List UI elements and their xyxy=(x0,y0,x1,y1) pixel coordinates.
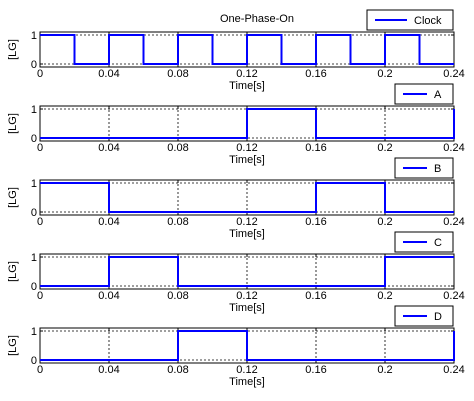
x-tick-label: 0.16 xyxy=(305,216,326,228)
x-axis-label: Time[s] xyxy=(229,376,265,388)
x-tick-label: 0.16 xyxy=(305,364,326,376)
y-tick-label: 0 xyxy=(31,59,37,71)
x-tick-label: 0.04 xyxy=(98,290,119,302)
y-tick-label: 1 xyxy=(31,252,37,264)
legend: A xyxy=(394,83,454,105)
x-tick-label: 0.08 xyxy=(167,216,188,228)
y-tick-label: 0 xyxy=(31,133,37,145)
x-tick-label: 0 xyxy=(37,364,43,376)
subplot-4: 0 0.04 0.08 0.12 0.16 0.2 0.24 0 1 Time[s] [LG] C xyxy=(7,231,465,314)
x-tick-label: 0.12 xyxy=(236,68,257,80)
legend: C xyxy=(394,231,454,253)
series-line-c xyxy=(40,256,454,287)
x-tick-label: 0.12 xyxy=(236,142,257,154)
legend-label: C xyxy=(434,237,442,249)
x-tick-label: 0.16 xyxy=(305,290,326,302)
x-tick-label: 0.08 xyxy=(167,68,188,80)
x-tick-label: 0.24 xyxy=(443,364,464,376)
x-tick-label: 0.04 xyxy=(98,142,119,154)
y-tick-label: 1 xyxy=(31,104,37,116)
y-tick-label: 0 xyxy=(31,207,37,219)
x-tick-label: 0.2 xyxy=(377,142,392,154)
x-tick-label: 0.12 xyxy=(236,364,257,376)
x-tick-label: 0.24 xyxy=(443,68,464,80)
y-tick-label: 1 xyxy=(31,178,37,190)
legend-label: Clock xyxy=(414,15,442,27)
y-tick-label: 0 xyxy=(31,355,37,367)
x-tick-label: 0 xyxy=(37,68,43,80)
x-tick-label: 0.12 xyxy=(236,290,257,302)
x-axis-label: Time[s] xyxy=(229,80,265,92)
x-tick-label: 0.08 xyxy=(167,364,188,376)
x-tick-label: 0.16 xyxy=(305,142,326,154)
series-line-b xyxy=(40,182,454,213)
y-axis-label: [LG] xyxy=(7,39,19,60)
legend-box xyxy=(366,9,454,31)
legend-label: A xyxy=(434,89,442,101)
series-line-d xyxy=(40,330,455,361)
legend: Clock xyxy=(366,9,454,31)
figure-title: One-Phase-On xyxy=(220,13,294,25)
x-axis-label: Time[s] xyxy=(229,154,265,166)
legend-label: D xyxy=(434,311,442,323)
x-axis-label: Time[s] xyxy=(229,302,265,314)
x-tick-label: 0.12 xyxy=(236,216,257,228)
x-tick-label: 0.08 xyxy=(167,290,188,302)
x-tick-label: 0.04 xyxy=(98,68,119,80)
x-tick-label: 0.04 xyxy=(98,216,119,228)
series-line-a xyxy=(40,108,455,139)
x-tick-label: 0 xyxy=(37,290,43,302)
series-line-clock xyxy=(40,34,454,65)
y-axis-label: [LG] xyxy=(7,335,19,356)
y-tick-label: 1 xyxy=(31,30,37,42)
subplot-1: 0 0.04 0.08 0.12 0.16 0.2 0.24 0 1 Time[s] [LG] Clo… xyxy=(7,9,465,92)
x-tick-label: 0.2 xyxy=(377,364,392,376)
y-axis-label: [LG] xyxy=(7,113,19,134)
x-tick-label: 0.08 xyxy=(167,142,188,154)
subplot-2: 0 0.04 0.08 0.12 0.16 0.2 0.24 0 1 Time[s] [LG] A xyxy=(7,83,465,166)
x-axis-label: Time[s] xyxy=(229,228,265,240)
x-tick-label: 0.2 xyxy=(377,290,392,302)
x-tick-label: 0.24 xyxy=(443,290,464,302)
x-tick-label: 0.2 xyxy=(377,216,392,228)
x-tick-label: 0.24 xyxy=(443,142,464,154)
x-tick-label: 0.16 xyxy=(305,68,326,80)
legend-label: B xyxy=(434,163,441,175)
y-axis-label: [LG] xyxy=(7,187,19,208)
subplot-5: 0 0.04 0.08 0.12 0.16 0.2 0.24 0 1 Time[s] [LG] D xyxy=(7,305,465,388)
x-tick-label: 0.24 xyxy=(443,216,464,228)
y-tick-label: 0 xyxy=(31,281,37,293)
legend: B xyxy=(394,157,454,179)
x-tick-label: 0 xyxy=(37,216,43,228)
y-axis-label: [LG] xyxy=(7,261,19,282)
x-tick-label: 0 xyxy=(37,142,43,154)
x-tick-label: 0.04 xyxy=(98,364,119,376)
subplot-3: 0 0.04 0.08 0.12 0.16 0.2 0.24 0 1 Time[s] [LG] B xyxy=(7,157,465,240)
legend: D xyxy=(394,305,454,327)
y-tick-label: 1 xyxy=(31,326,37,338)
x-tick-label: 0.2 xyxy=(377,68,392,80)
